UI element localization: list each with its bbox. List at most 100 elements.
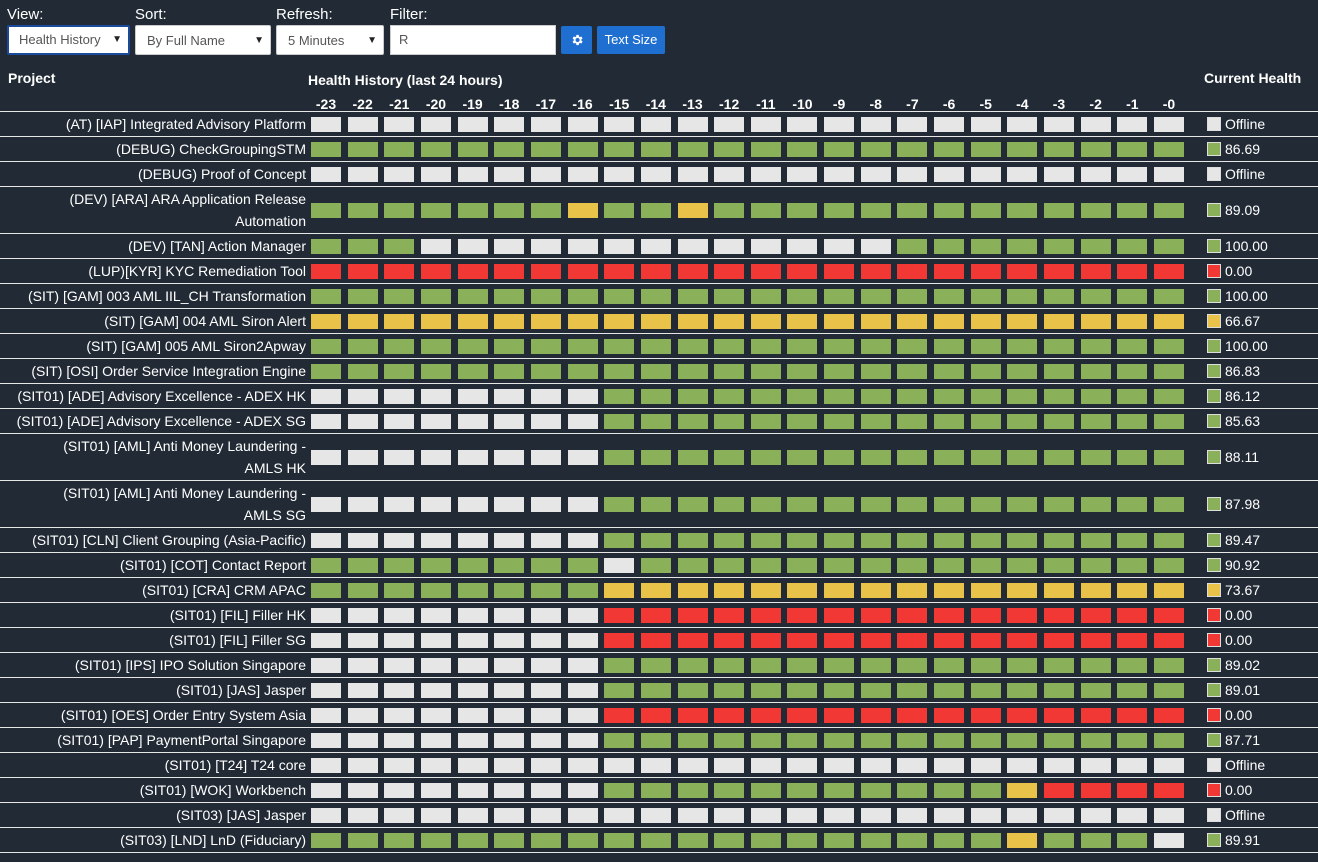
health-cell[interactable] bbox=[457, 608, 488, 623]
health-cell[interactable] bbox=[530, 203, 561, 218]
health-cell[interactable] bbox=[384, 389, 415, 404]
health-cell[interactable] bbox=[1153, 339, 1184, 354]
health-cell[interactable] bbox=[640, 117, 671, 132]
health-cell[interactable] bbox=[1080, 264, 1111, 279]
health-cell[interactable] bbox=[640, 533, 671, 548]
current-health-header[interactable]: Current Health bbox=[1204, 70, 1302, 86]
health-cell[interactable] bbox=[1007, 533, 1038, 548]
health-cell[interactable] bbox=[1044, 583, 1074, 598]
health-cell[interactable] bbox=[384, 117, 415, 132]
health-cell[interactable] bbox=[714, 142, 745, 157]
health-cell[interactable] bbox=[897, 389, 928, 404]
health-cell[interactable] bbox=[824, 608, 855, 623]
health-cell[interactable] bbox=[1044, 533, 1074, 548]
health-cell[interactable] bbox=[640, 683, 671, 698]
health-cell[interactable] bbox=[897, 683, 928, 698]
health-cell[interactable] bbox=[824, 264, 855, 279]
health-cell[interactable] bbox=[1007, 658, 1038, 673]
health-cell[interactable] bbox=[787, 783, 818, 798]
health-cell[interactable] bbox=[824, 558, 855, 573]
health-cell[interactable] bbox=[347, 783, 378, 798]
health-cell[interactable] bbox=[420, 658, 451, 673]
health-cell[interactable] bbox=[347, 583, 378, 598]
health-cell[interactable] bbox=[750, 833, 781, 848]
health-cell[interactable] bbox=[1153, 558, 1184, 573]
health-cell[interactable] bbox=[311, 203, 341, 218]
health-cell[interactable] bbox=[1007, 708, 1038, 723]
health-cell[interactable] bbox=[750, 497, 781, 512]
health-cell[interactable] bbox=[897, 583, 928, 598]
health-cell[interactable] bbox=[1080, 167, 1111, 182]
health-cell[interactable] bbox=[640, 783, 671, 798]
health-cell[interactable] bbox=[640, 414, 671, 429]
health-cell[interactable] bbox=[860, 533, 891, 548]
health-cell[interactable] bbox=[1117, 833, 1148, 848]
health-cell[interactable] bbox=[384, 708, 415, 723]
health-cell[interactable] bbox=[787, 203, 818, 218]
project-header[interactable]: Project bbox=[8, 70, 56, 86]
health-cell[interactable] bbox=[1153, 583, 1184, 598]
health-cell[interactable] bbox=[897, 117, 928, 132]
health-cell[interactable] bbox=[1117, 364, 1148, 379]
health-cell[interactable] bbox=[1080, 142, 1111, 157]
health-cell[interactable] bbox=[970, 450, 1001, 465]
health-cell[interactable] bbox=[567, 758, 598, 773]
health-cell[interactable] bbox=[1117, 558, 1148, 573]
health-cell[interactable] bbox=[457, 658, 488, 673]
health-cell[interactable] bbox=[934, 633, 965, 648]
health-cell[interactable] bbox=[787, 808, 818, 823]
health-cell[interactable] bbox=[1117, 583, 1148, 598]
health-cell[interactable] bbox=[1117, 733, 1148, 748]
health-cell[interactable] bbox=[934, 142, 965, 157]
health-cell[interactable] bbox=[970, 239, 1001, 254]
health-cell[interactable] bbox=[824, 314, 855, 329]
health-cell[interactable] bbox=[1044, 167, 1074, 182]
health-cell[interactable] bbox=[714, 533, 745, 548]
health-cell[interactable] bbox=[494, 533, 525, 548]
project-name[interactable]: (AT) [IAP] Integrated Advisory Platform bbox=[65, 116, 306, 132]
health-cell[interactable] bbox=[1153, 633, 1184, 648]
health-cell[interactable] bbox=[860, 264, 891, 279]
health-cell[interactable] bbox=[311, 633, 341, 648]
health-cell[interactable] bbox=[897, 758, 928, 773]
health-cell[interactable] bbox=[567, 117, 598, 132]
health-cell[interactable] bbox=[494, 167, 525, 182]
health-cell[interactable] bbox=[1153, 808, 1184, 823]
health-cell[interactable] bbox=[714, 558, 745, 573]
project-name[interactable]: (DEBUG) Proof of Concept bbox=[137, 166, 306, 182]
health-cell[interactable] bbox=[934, 389, 965, 404]
health-cell[interactable] bbox=[970, 203, 1001, 218]
health-cell[interactable] bbox=[567, 414, 598, 429]
health-cell[interactable] bbox=[1117, 758, 1148, 773]
health-cell[interactable] bbox=[311, 289, 341, 304]
health-cell[interactable] bbox=[640, 289, 671, 304]
health-cell[interactable] bbox=[311, 339, 341, 354]
health-cell[interactable] bbox=[1153, 733, 1184, 748]
health-cell[interactable] bbox=[494, 783, 525, 798]
health-cell[interactable] bbox=[420, 608, 451, 623]
health-cell[interactable] bbox=[1080, 497, 1111, 512]
health-cell[interactable] bbox=[1153, 783, 1184, 798]
health-cell[interactable] bbox=[787, 414, 818, 429]
health-cell[interactable] bbox=[677, 733, 708, 748]
health-cell[interactable] bbox=[750, 117, 781, 132]
health-cell[interactable] bbox=[897, 533, 928, 548]
health-cell[interactable] bbox=[457, 450, 488, 465]
health-cell[interactable] bbox=[420, 708, 451, 723]
health-cell[interactable] bbox=[860, 203, 891, 218]
health-cell[interactable] bbox=[604, 314, 635, 329]
health-cell[interactable] bbox=[1153, 683, 1184, 698]
health-cell[interactable] bbox=[457, 708, 488, 723]
health-cell[interactable] bbox=[860, 239, 891, 254]
health-cell[interactable] bbox=[714, 239, 745, 254]
health-cell[interactable] bbox=[934, 117, 965, 132]
health-cell[interactable] bbox=[1007, 167, 1038, 182]
health-cell[interactable] bbox=[457, 783, 488, 798]
health-cell[interactable] bbox=[897, 608, 928, 623]
health-cell[interactable] bbox=[824, 450, 855, 465]
health-cell[interactable] bbox=[824, 533, 855, 548]
health-cell[interactable] bbox=[347, 758, 378, 773]
health-cell[interactable] bbox=[311, 364, 341, 379]
health-cell[interactable] bbox=[970, 533, 1001, 548]
health-cell[interactable] bbox=[530, 783, 561, 798]
